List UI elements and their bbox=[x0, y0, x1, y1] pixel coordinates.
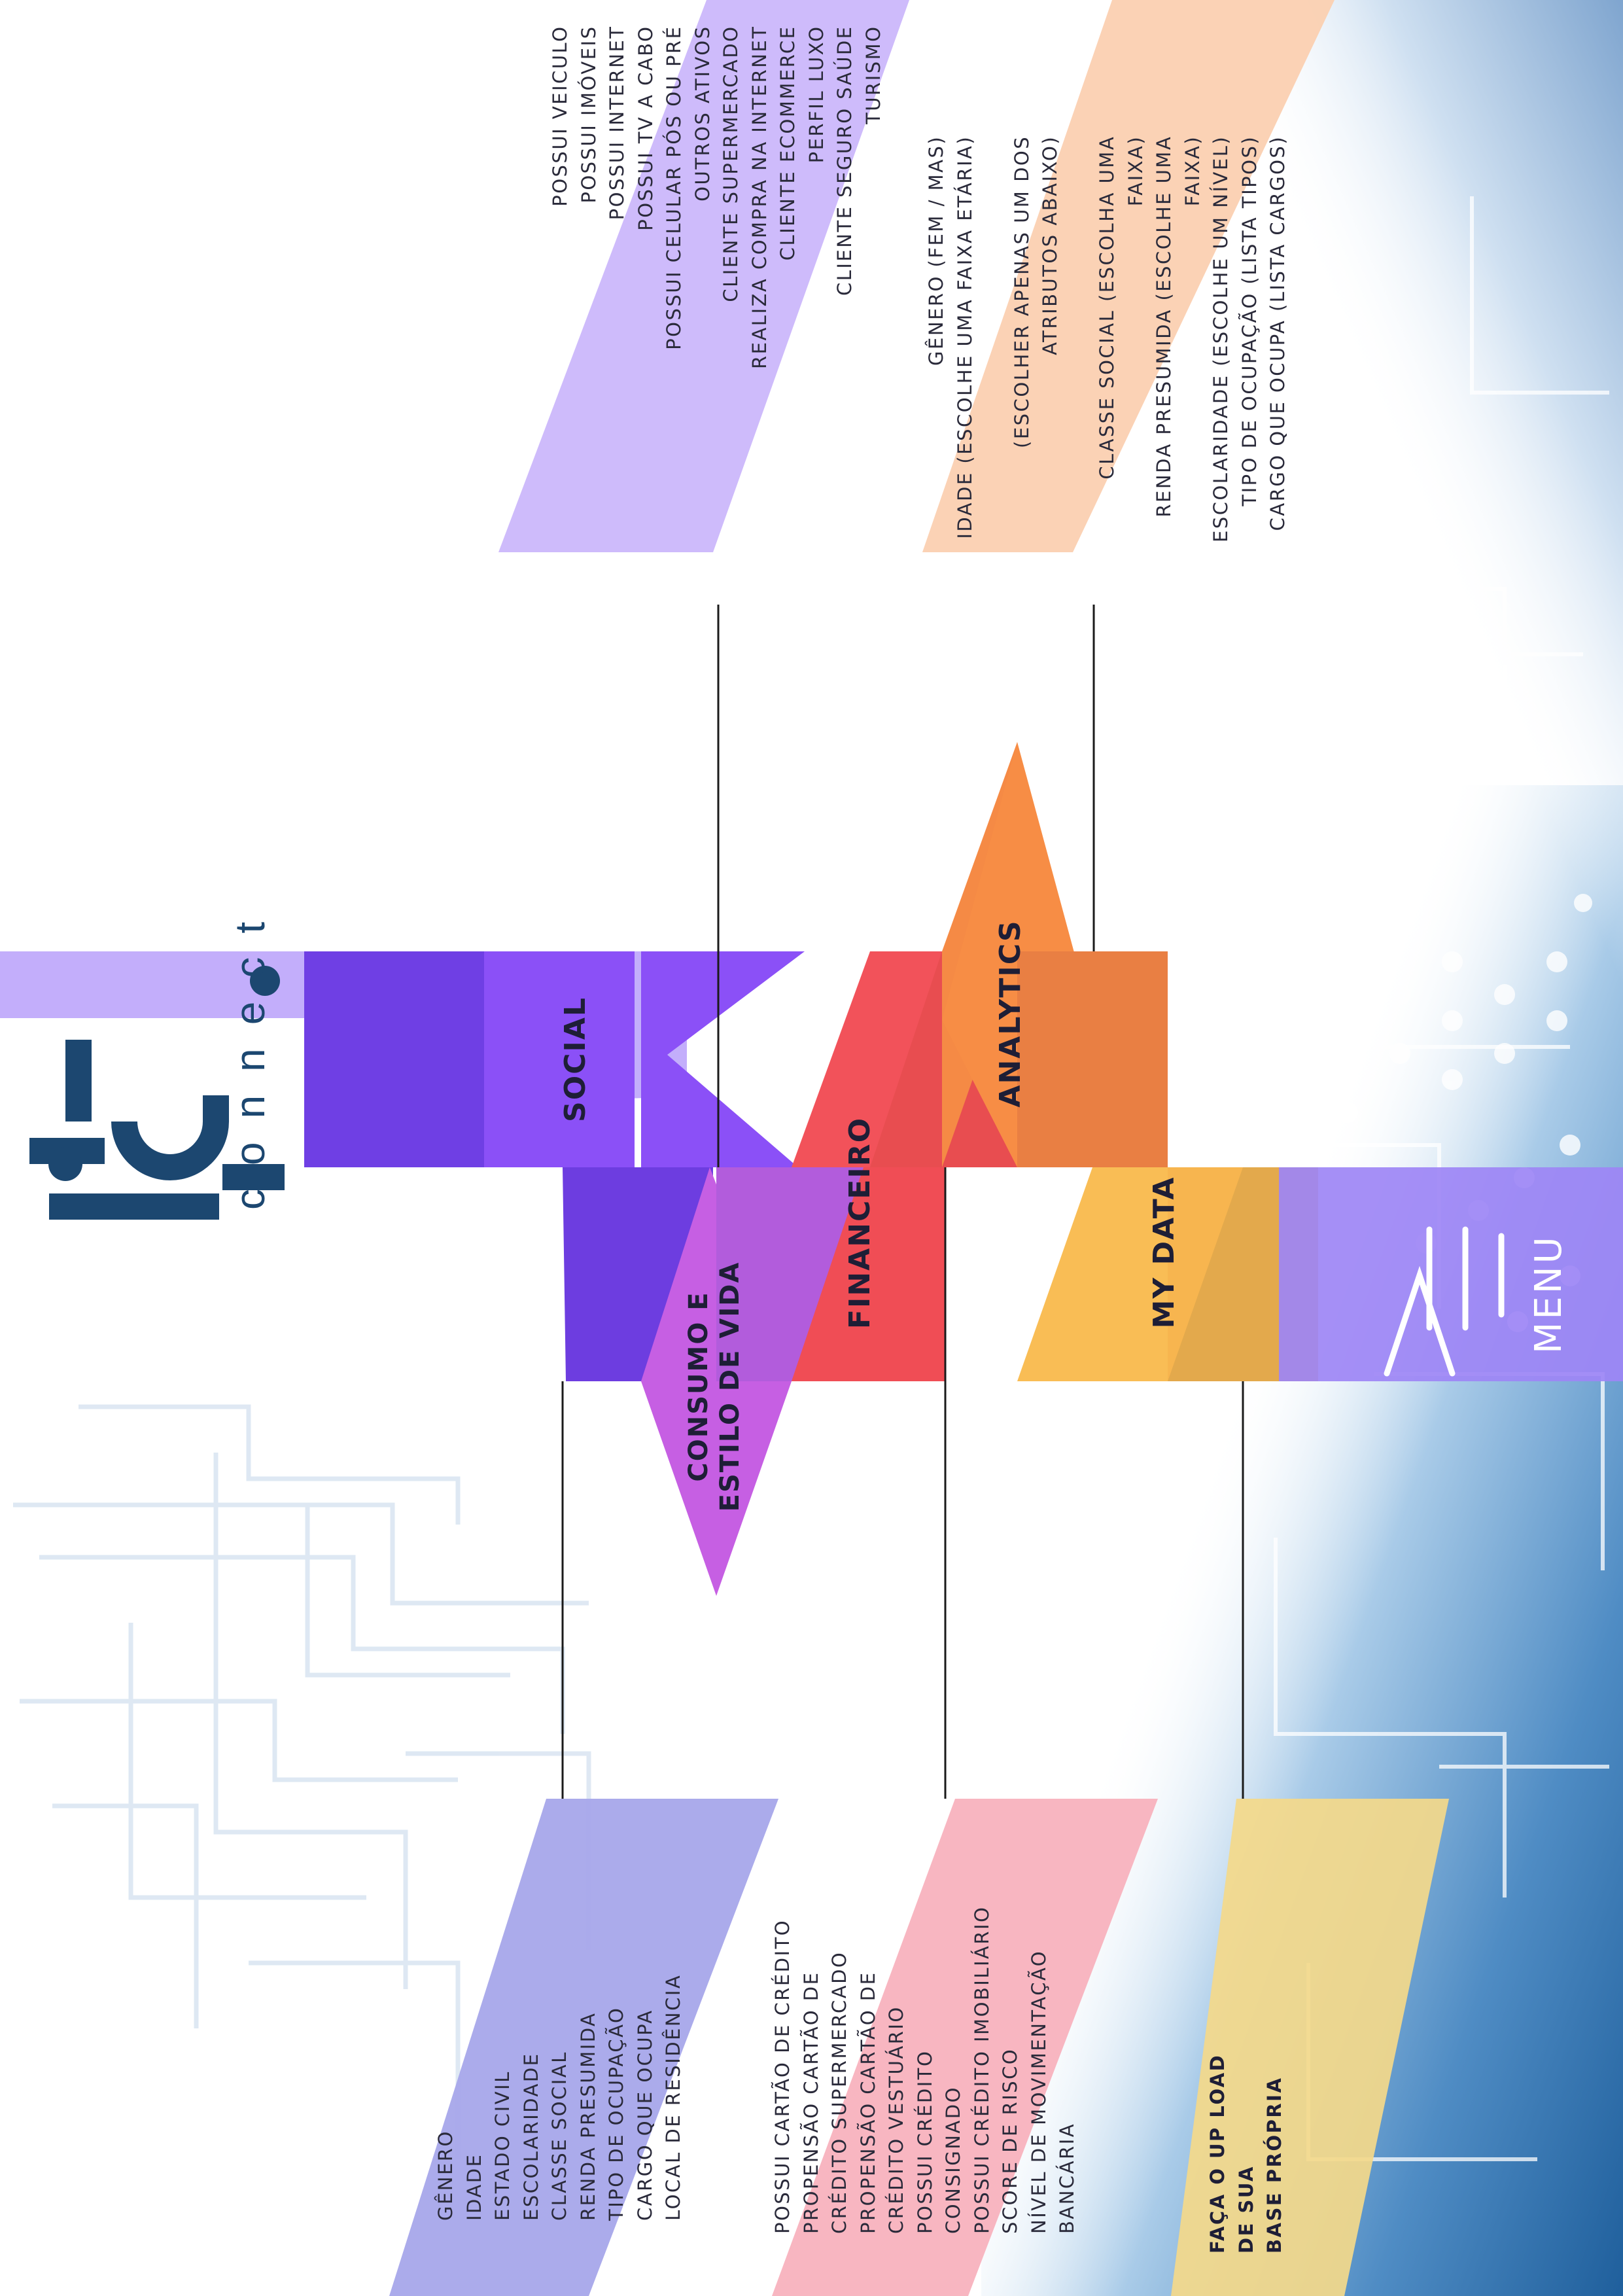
list-item: TURISMO bbox=[862, 25, 884, 124]
list-item: CLIENTE ECOMMERCE bbox=[777, 25, 799, 261]
segment-label-my-data: MY DATA bbox=[1147, 1176, 1181, 1329]
my-data-front bbox=[1017, 1167, 1168, 1381]
list-item: ESTADO CIVIL bbox=[491, 2070, 514, 2221]
segment-label-consumo-1: CONSUMO E bbox=[684, 1291, 714, 1482]
list-item: CARGO QUE OCUPA bbox=[633, 2009, 656, 2221]
panel-analytics-bg bbox=[922, 0, 1335, 552]
list-item: CONSIGNADO bbox=[942, 2086, 964, 2234]
logo-mark bbox=[29, 966, 285, 1220]
list-item: FAIXA) bbox=[1181, 135, 1204, 207]
list-item: CLIENTE SEGURO SAÚDE bbox=[833, 25, 856, 296]
list-item: CARGO QUE OCUPA (LISTA CARGOS) bbox=[1266, 135, 1289, 531]
brand-tagline: connect bbox=[226, 898, 273, 1210]
panel-financeiro-list: POSSUI CARTÃO DE CRÉDITO PROPENSÃO CARTÃ… bbox=[769, 1906, 1082, 2234]
panel-financeiro-bg bbox=[772, 1799, 1158, 2296]
menu-shape bbox=[1279, 1167, 1623, 1381]
list-item: PERFIL LUXO bbox=[805, 25, 828, 164]
list-item: (ESCOLHER APENAS UM DOS bbox=[1010, 135, 1033, 448]
financeiro-shape bbox=[792, 1167, 945, 1381]
list-item: POSSUI IMÓVEIS bbox=[577, 25, 600, 203]
list-item: CRÉDITO SUPERMERCADO bbox=[828, 1951, 850, 2234]
panel-social-bg bbox=[389, 1799, 778, 2296]
list-item: CRÉDITO VESTUÁRIO bbox=[885, 2005, 907, 2234]
list-item: ESCOLARIDADE (ESCOLHE UM NÍVEL) bbox=[1210, 135, 1232, 542]
segment-label-social: SOCIAL bbox=[559, 997, 592, 1122]
list-item: POSSUI VEICULO bbox=[549, 25, 571, 207]
menu-button[interactable]: MENU bbox=[1527, 1234, 1570, 1354]
list-item: RENDA PRESUMIDA bbox=[576, 2011, 599, 2221]
list-item: IDADE bbox=[462, 2153, 485, 2221]
list-item: TIPO DE OCUPAÇÃO (LISTA TIPOS) bbox=[1238, 135, 1261, 506]
list-item: POSSUI CARTÃO DE CRÉDITO bbox=[771, 1918, 794, 2234]
list-item: IDADE (ESCOLHE UMA FAIXA ETÁRIA) bbox=[953, 135, 976, 539]
list-item: NÍVEL DE MOVIMENTAÇÃO bbox=[1027, 1949, 1050, 2234]
panel-consumo-list: POSSUI VEICULO POSSUI IMÓVEIS POSSUI INT… bbox=[546, 26, 888, 369]
list-item: LOCAL DE RESIDÊNCIA bbox=[662, 1973, 684, 2221]
list-item: PROPENSÃO CARTÃO DE bbox=[856, 1971, 879, 2234]
list-item: FAIXA) bbox=[1124, 135, 1147, 207]
panel-analytics-list: GÊNERO (FEM / MAS) IDADE (ESCOLHE UMA FA… bbox=[922, 135, 1293, 542]
list-item: TIPO DE OCUPAÇÃO bbox=[605, 2006, 627, 2221]
segment-label-financeiro: FINANCEIRO bbox=[843, 1116, 877, 1330]
panel-my-data-list: FAÇA O UP LOAD DE SUA BASE PRÓPRIA bbox=[1204, 2054, 1289, 2253]
list-item: DE SUA bbox=[1234, 2165, 1257, 2253]
list-item: PROPENSÃO CARTÃO DE bbox=[799, 1971, 822, 2234]
list-item: REALIZA COMPRA NA INTERNET bbox=[748, 25, 771, 369]
list-item: GÊNERO bbox=[434, 2130, 457, 2221]
panel-my-data-bg bbox=[1171, 1799, 1449, 2296]
list-item: POSSUI TV A CABO bbox=[634, 25, 657, 231]
list-item bbox=[979, 135, 1008, 542]
social-shape-front bbox=[484, 951, 635, 1167]
analytics-fold bbox=[1017, 951, 1168, 1167]
list-item: ESCOLARIDADE bbox=[519, 2052, 542, 2221]
list-item: CLASSE SOCIAL bbox=[548, 2051, 570, 2221]
list-item: OUTROS ATIVOS bbox=[691, 25, 714, 202]
list-item: FAÇA O UP LOAD bbox=[1206, 2053, 1229, 2253]
list-item: ATRIBUTOS ABAIXO) bbox=[1039, 135, 1061, 355]
list-item: BASE PRÓPRIA bbox=[1263, 2076, 1285, 2253]
list-item: GÊNERO (FEM / MAS) bbox=[925, 135, 947, 366]
list-item: BANCÁRIA bbox=[1056, 2122, 1078, 2234]
list-item bbox=[1065, 135, 1094, 542]
list-item: POSSUI CRÉDITO bbox=[913, 2049, 936, 2234]
segment-label-analytics: ANALYTICS bbox=[994, 919, 1027, 1108]
list-item: POSSUI INTERNET bbox=[606, 25, 628, 221]
segment-label-consumo-2: ESTILO DE VIDA bbox=[715, 1261, 745, 1512]
list-item: SCORE DE RISCO bbox=[999, 2047, 1021, 2234]
panel-consumo-bg bbox=[498, 0, 909, 552]
menu-icon bbox=[1384, 1226, 1505, 1377]
social-shape bbox=[641, 951, 805, 1167]
list-item: CLASSE SOCIAL (ESCOLHA UMA bbox=[1096, 135, 1118, 480]
list-item: POSSUI CRÉDITO IMOBILIÁRIO bbox=[970, 1905, 993, 2234]
list-item: CLIENTE SUPERMERCADO bbox=[720, 25, 742, 302]
list-item: POSSUI CELULAR PÓS OU PRÉ bbox=[663, 25, 685, 350]
consumo-shape bbox=[641, 1167, 792, 1596]
list-item: RENDA PRESUMIDA (ESCOLHE UMA bbox=[1153, 135, 1175, 518]
panel-social-list: GÊNERO IDADE ESTADO CIVIL ESCOLARIDADE C… bbox=[432, 1974, 688, 2221]
